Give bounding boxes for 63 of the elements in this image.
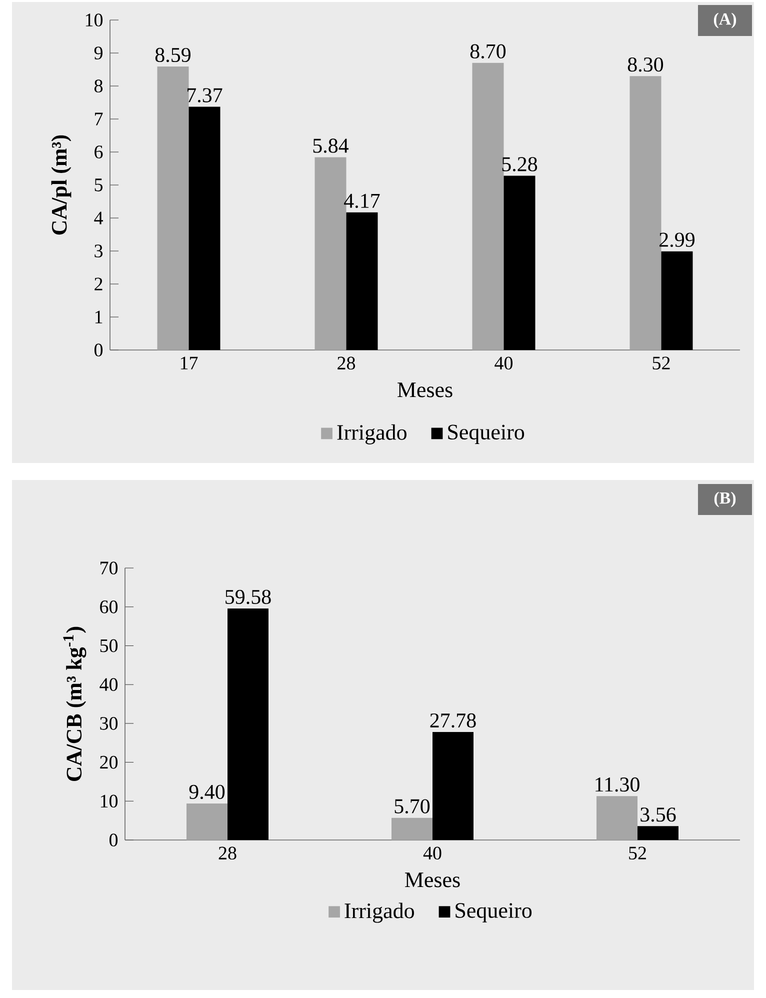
y-tick-label: 8 (94, 80, 103, 92)
bar (227, 608, 268, 840)
text: (B) (714, 492, 736, 508)
data-label: 7.37 (188, 88, 222, 102)
y-tick-label: 2 (94, 278, 102, 290)
data-label: 59.58 (226, 590, 271, 604)
data-label: 9.40 (189, 784, 225, 800)
y-tick-label: 4 (94, 212, 103, 224)
x-tick-label: 52 (652, 356, 670, 370)
data-label: 8.59 (155, 48, 190, 62)
x-tick-label: 40 (494, 356, 513, 370)
data-label: 2.99 (660, 232, 694, 247)
data-label: 11.30 (596, 777, 640, 792)
y-tick-label: 40 (100, 678, 118, 691)
x-tick-label: 52 (629, 846, 646, 860)
legend-label: Irrigado (337, 424, 406, 444)
bar (157, 66, 189, 350)
x-tick-label: 28 (218, 846, 236, 860)
y-tick-label: 50 (100, 639, 118, 652)
bar (188, 106, 220, 350)
bar (346, 212, 378, 350)
bar (186, 803, 228, 840)
data-label: 5.70 (394, 799, 430, 814)
x-tick-label: 28 (338, 356, 356, 370)
x-axis-title: Meses (405, 872, 460, 888)
y-tick-label: 30 (100, 717, 118, 730)
legend-label: Sequeiro (448, 424, 524, 444)
data-label: 8.30 (628, 57, 664, 72)
bar (661, 251, 693, 350)
data-label: 5.84 (313, 138, 349, 153)
data-label: 3.56 (640, 808, 676, 822)
legend-label: Sequeiro (456, 903, 532, 922)
y-axis-title: CA/pl (m³) (51, 135, 72, 235)
data-label: 27.78 (430, 713, 476, 728)
bar (504, 176, 536, 350)
bar (637, 826, 678, 840)
x-axis-title: Meses (398, 382, 452, 398)
x-tick-label: 17 (180, 356, 198, 370)
data-label: 4.17 (344, 194, 380, 208)
y-tick-label: 10 (86, 14, 103, 26)
data-label: 8.70 (470, 44, 506, 58)
y-tick-label: 10 (100, 794, 118, 808)
bar (391, 818, 432, 840)
y-tick-label: 6 (94, 146, 103, 158)
bar (596, 796, 638, 840)
y-tick-label: 7 (95, 112, 103, 126)
y-tick-label: 0 (109, 834, 118, 846)
y-axis-title: CA/CB (m³ kg$^{-1}$) (63, 626, 86, 781)
y-tick-label: 1 (95, 310, 102, 324)
y-tick-label: 9 (94, 46, 102, 60)
bar (432, 732, 474, 840)
y-tick-label: 5 (94, 178, 103, 192)
bar (472, 62, 504, 350)
y-tick-label: 60 (100, 600, 118, 614)
x-tick-label: 40 (423, 846, 442, 860)
legend-label: Irrigado (344, 902, 414, 923)
y-tick-label: 20 (100, 756, 118, 769)
annotation: (A) (714, 12, 736, 28)
data-label: 5.28 (502, 157, 538, 172)
y-tick-label: 3 (94, 244, 103, 258)
bar (630, 76, 662, 350)
y-tick-label: 70 (100, 562, 118, 574)
y-tick-label: 0 (94, 344, 103, 356)
